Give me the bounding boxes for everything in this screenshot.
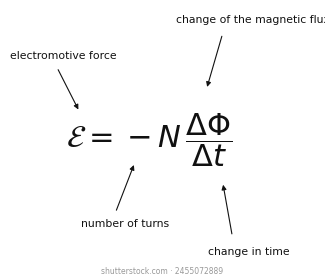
Text: electromotive force: electromotive force	[10, 51, 116, 61]
Text: change in time: change in time	[208, 247, 290, 257]
Text: change of the magnetic flux: change of the magnetic flux	[176, 15, 325, 25]
Text: shutterstock.com · 2455072889: shutterstock.com · 2455072889	[101, 267, 224, 276]
Text: $\mathcal{E} = -N\,\dfrac{\Delta\Phi}{\Delta t}$: $\mathcal{E} = -N\,\dfrac{\Delta\Phi}{\D…	[66, 111, 233, 169]
Text: number of turns: number of turns	[81, 219, 169, 229]
